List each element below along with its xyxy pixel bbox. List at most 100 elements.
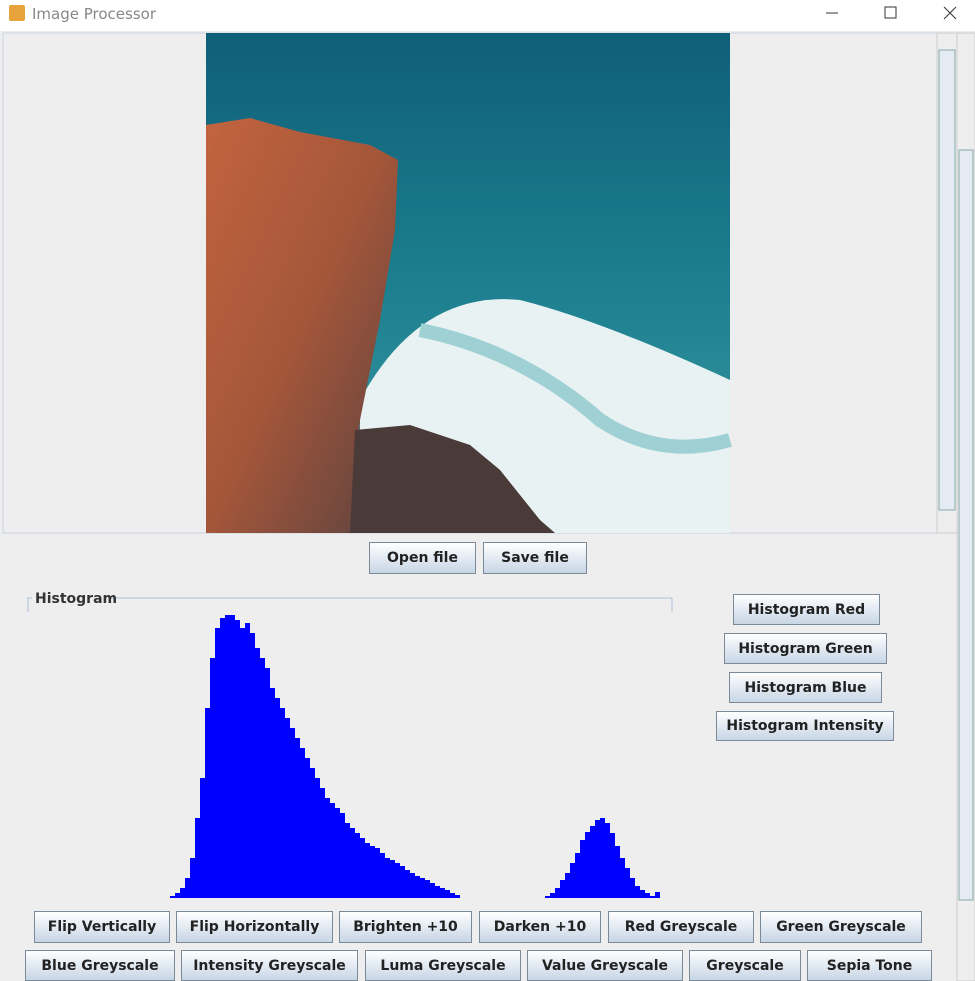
histogram-bar [440,888,445,898]
histogram-bar [550,893,555,898]
histogram-bar [425,880,430,898]
histogram-bar [615,846,620,898]
histogram-bar [395,863,400,898]
histogram-bar [330,803,335,898]
histogram-bar [380,853,385,898]
histogram-green-button[interactable]: Histogram Green [724,633,887,664]
window-title: Image Processor [32,5,157,23]
histogram-bar [410,873,415,898]
histogram-bar [390,860,395,898]
histogram-bar [405,870,410,898]
histogram-bar [205,708,210,898]
blue-greyscale-button[interactable]: Blue Greyscale [25,950,175,981]
flip-vertically-button[interactable]: Flip Vertically [34,911,170,943]
histogram-bar [430,883,435,898]
histogram-bar [400,866,405,898]
histogram-bar [175,893,180,898]
histogram-bar [190,858,195,898]
histogram-title: Histogram [35,591,117,607]
close-button[interactable] [943,6,957,20]
histogram-bar [625,868,630,898]
open-file-button[interactable]: Open file [369,542,476,574]
histogram-bar [435,886,440,898]
histogram-bar [595,820,600,898]
histogram-bar [215,628,220,898]
histogram-bar [565,873,570,898]
histogram-bar [650,896,655,898]
histogram-bar [325,798,330,898]
app-icon [9,5,25,21]
histogram-blue-button[interactable]: Histogram Blue [729,672,882,703]
greyscale-button[interactable]: Greyscale [689,950,801,981]
brighten-button[interactable]: Brighten +10 [339,911,472,943]
histogram-bar [590,826,595,898]
histogram-bar [230,615,235,898]
histogram-bar [240,628,245,898]
histogram-bar [285,718,290,898]
histogram-bar [450,893,455,898]
histogram-bar [610,833,615,898]
histogram-bar [445,890,450,898]
histogram-bar [370,846,375,898]
histogram-bar [655,892,660,898]
value-greyscale-button[interactable]: Value Greyscale [527,950,683,981]
histogram-bar [185,878,190,898]
histogram-bar [295,738,300,898]
histogram-bar [365,843,370,898]
intensity-greyscale-button[interactable]: Intensity Greyscale [181,950,358,981]
histogram-intensity-button[interactable]: Histogram Intensity [716,711,894,741]
histogram-red-button[interactable]: Histogram Red [733,594,880,625]
histogram-bars [170,615,660,898]
histogram-bar [225,615,230,898]
histogram-bar [290,728,295,898]
histogram-bar [270,688,275,898]
histogram-bar [570,863,575,898]
save-file-button[interactable]: Save file [483,542,587,574]
histogram-bar [600,818,605,898]
histogram-bar [235,620,240,898]
histogram-bar [585,832,590,898]
luma-greyscale-button[interactable]: Luma Greyscale [365,950,521,981]
darken-button[interactable]: Darken +10 [479,911,601,943]
histogram-bar [580,840,585,898]
histogram-bar [180,888,185,898]
outer-scroll-thumb[interactable] [958,149,974,901]
histogram-bar [320,788,325,898]
histogram-bar [360,838,365,898]
histogram-border [27,597,673,612]
photo [206,33,732,533]
histogram-bar [415,876,420,898]
histogram-bar [275,698,280,898]
histogram-bar [645,893,650,898]
histogram-bar [555,888,560,898]
maximize-button[interactable] [884,6,897,19]
histogram-bar [385,858,390,898]
histogram-bar [210,658,215,898]
title-bar [0,0,975,31]
histogram-bar [340,813,345,898]
histogram-bar [640,890,645,898]
sepia-tone-button[interactable]: Sepia Tone [807,950,932,981]
inner-scroll-thumb[interactable] [938,49,956,511]
histogram-bar [335,808,340,898]
histogram-bar [420,878,425,898]
histogram-bar [265,668,270,898]
histogram-bar [200,778,205,898]
histogram-bar [560,880,565,898]
histogram-bar [545,896,550,898]
red-greyscale-button[interactable]: Red Greyscale [608,911,754,943]
histogram-bar [605,823,610,898]
histogram-bar [280,708,285,898]
histogram-bar [260,658,265,898]
histogram-bar [355,833,360,898]
flip-horizontally-button[interactable]: Flip Horizontally [176,911,333,943]
histogram-bar [195,818,200,898]
histogram-bar [300,748,305,898]
histogram-bar [455,895,460,898]
histogram-bar [170,896,175,898]
histogram-bar [575,853,580,898]
green-greyscale-button[interactable]: Green Greyscale [760,911,922,943]
histogram-bar [630,878,635,898]
